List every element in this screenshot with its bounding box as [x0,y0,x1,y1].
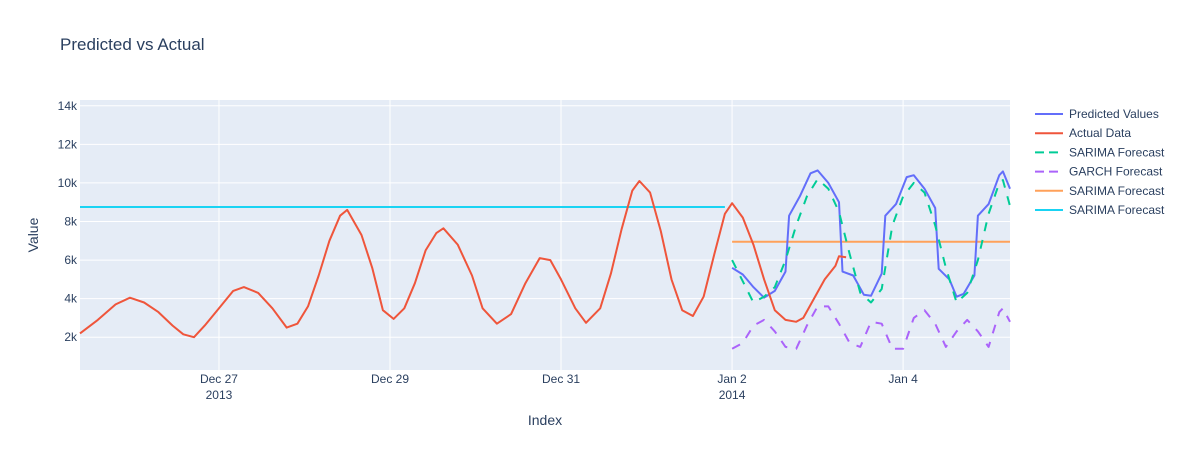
y-tick-label: 10k [58,176,78,190]
x-tick-label: Dec 27 [200,372,238,386]
legend-label-5[interactable]: SARIMA Forecast [1069,184,1165,198]
x-axis-label: Index [528,412,562,428]
x-tick-label: Jan 2 [717,372,747,386]
series-line-2 [79,180,847,339]
x-tick-label: Dec 31 [542,372,580,386]
legend-label-3[interactable]: SARIMA Forecast [1069,145,1165,159]
x-tick-year-label: 2013 [206,388,233,402]
y-tick-label: 4k [64,292,78,306]
x-tick-year-label: 2014 [719,388,746,402]
legend-label-2[interactable]: Actual Data [1069,126,1131,140]
y-tick-label: 8k [64,215,78,229]
legend-label-6[interactable]: SARIMA Forecast [1069,203,1165,217]
tick-labels: 2k 4k 6k 8k 10k 12k 14k Dec 27 2013 Dec 29 Dec 31 J… [58,99,918,402]
legend-label-4[interactable]: GARCH Forecast [1069,165,1163,179]
y-tick-label: 6k [64,253,78,267]
legend-label-1[interactable]: Predicted Values [1069,107,1159,121]
legend: Predicted Values Actual Data SARIMA Foreca… [1035,107,1165,217]
series-line-4 [731,305,1011,350]
y-tick-label: 14k [58,99,78,113]
y-tick-label: 2k [64,330,78,344]
series-layer [79,169,1011,350]
plot-area [80,100,1010,370]
x-tick-label: Dec 29 [371,372,409,386]
y-axis-label: Value [25,217,41,252]
series-line-3 [731,178,1011,304]
chart-title: Predicted vs Actual [60,35,205,54]
grid [80,100,1010,370]
x-tick-label: Jan 4 [888,372,918,386]
y-tick-label: 12k [58,137,78,151]
